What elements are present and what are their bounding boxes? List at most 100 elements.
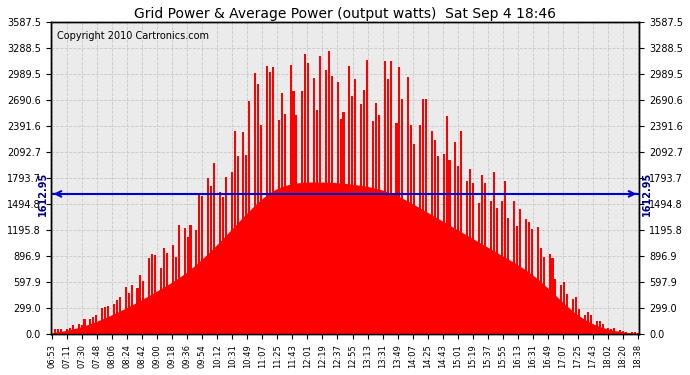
Bar — [219, 192, 221, 334]
Bar — [242, 132, 244, 334]
Bar — [598, 321, 600, 334]
Bar — [237, 156, 239, 334]
Bar — [348, 66, 351, 334]
Bar — [442, 154, 444, 334]
Bar — [622, 332, 624, 334]
Bar — [495, 208, 497, 334]
Bar — [431, 130, 433, 334]
Bar — [425, 99, 427, 334]
Bar — [472, 183, 474, 334]
Bar — [448, 160, 451, 334]
Bar — [637, 333, 639, 334]
Bar — [184, 228, 186, 334]
Bar — [248, 101, 250, 334]
Bar — [254, 74, 256, 334]
Bar — [366, 60, 368, 334]
Bar — [186, 237, 188, 334]
Bar — [295, 115, 297, 334]
Bar — [537, 227, 539, 334]
Bar — [151, 254, 153, 334]
Bar — [284, 114, 286, 334]
Bar — [460, 131, 462, 334]
Bar — [566, 294, 569, 334]
Bar — [372, 122, 374, 334]
Bar — [272, 67, 274, 334]
Bar — [478, 203, 480, 334]
Bar — [66, 329, 68, 334]
Bar — [625, 332, 627, 334]
Bar — [90, 319, 92, 334]
Bar — [519, 209, 521, 334]
Bar — [172, 245, 174, 334]
Bar — [230, 172, 233, 334]
Bar — [419, 125, 421, 334]
Text: 1612.95: 1612.95 — [38, 172, 48, 216]
Bar — [607, 328, 609, 334]
Bar — [457, 166, 460, 334]
Bar — [269, 72, 271, 334]
Bar — [95, 315, 97, 334]
Bar — [363, 90, 365, 334]
Bar — [57, 329, 59, 334]
Bar — [137, 288, 139, 334]
Bar — [69, 328, 71, 334]
Bar — [398, 67, 400, 334]
Bar — [92, 317, 95, 334]
Bar — [351, 96, 353, 334]
Bar — [410, 125, 412, 334]
Bar — [513, 201, 515, 334]
Bar — [481, 175, 483, 334]
Bar — [290, 65, 292, 334]
Bar — [302, 92, 304, 334]
Bar — [384, 62, 386, 334]
Bar — [72, 326, 74, 334]
Bar — [437, 156, 439, 334]
Bar — [413, 144, 415, 334]
Bar — [466, 181, 469, 334]
Text: 1612.95: 1612.95 — [642, 172, 652, 216]
Bar — [77, 324, 79, 334]
Bar — [104, 307, 106, 334]
Bar — [572, 299, 574, 334]
Bar — [337, 82, 339, 334]
Bar — [339, 119, 342, 334]
Bar — [560, 285, 562, 334]
Bar — [342, 112, 344, 334]
Bar — [225, 177, 227, 334]
Bar — [257, 84, 259, 334]
Bar — [634, 332, 636, 334]
Bar — [166, 252, 168, 334]
Bar — [378, 115, 380, 334]
Bar — [260, 125, 262, 334]
Bar — [516, 226, 518, 334]
Bar — [190, 225, 192, 334]
Bar — [316, 110, 318, 334]
Bar — [125, 286, 127, 334]
Bar — [234, 131, 236, 334]
Bar — [128, 293, 130, 334]
Bar — [195, 230, 197, 334]
Bar — [101, 308, 104, 334]
Bar — [551, 258, 553, 334]
Bar — [454, 142, 456, 334]
Bar — [139, 274, 141, 334]
Bar — [611, 329, 613, 334]
Bar — [528, 222, 530, 334]
Bar — [142, 281, 144, 334]
Bar — [130, 285, 132, 334]
Bar — [81, 325, 83, 334]
Bar — [602, 324, 604, 334]
Bar — [160, 268, 162, 334]
Bar — [60, 329, 62, 334]
Bar — [83, 319, 86, 334]
Bar — [386, 79, 388, 334]
Bar — [613, 328, 615, 334]
Bar — [395, 123, 397, 334]
Bar — [354, 79, 356, 334]
Bar — [407, 76, 409, 334]
Bar — [325, 70, 327, 334]
Bar — [266, 66, 268, 334]
Bar — [246, 155, 248, 334]
Title: Grid Power & Average Power (output watts)  Sat Sep 4 18:46: Grid Power & Average Power (output watts… — [134, 7, 556, 21]
Bar — [213, 164, 215, 334]
